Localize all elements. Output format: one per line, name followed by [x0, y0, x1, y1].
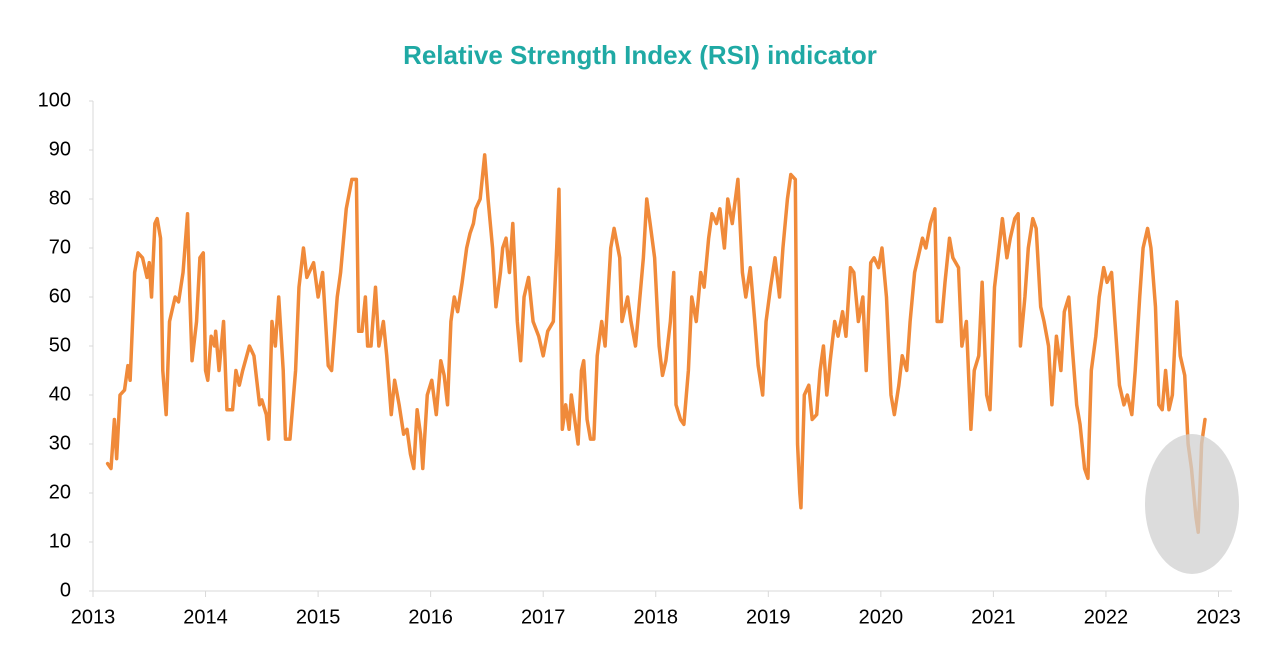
y-tick-label: 90: [49, 138, 71, 160]
x-tick-label: 2019: [746, 606, 791, 628]
y-tick-label: 20: [49, 481, 71, 503]
x-tick-label: 2013: [71, 606, 116, 628]
y-tick-label: 0: [60, 579, 71, 601]
x-tick-label: 2016: [408, 606, 453, 628]
y-tick-label: 30: [49, 432, 71, 454]
x-tick-label: 2022: [1084, 606, 1129, 628]
x-tick-label: 2021: [971, 606, 1016, 628]
y-tick-label: 80: [49, 187, 71, 209]
y-tick-label: 10: [49, 530, 71, 552]
x-tick-label: 2014: [183, 606, 228, 628]
x-tick-label: 2018: [633, 606, 678, 628]
x-tick-label: 2015: [296, 606, 341, 628]
y-tick-label: 50: [49, 334, 71, 356]
y-tick-label: 40: [49, 383, 71, 405]
chart-title: Relative Strength Index (RSI) indicator: [403, 40, 877, 70]
y-tick-label: 70: [49, 236, 71, 258]
y-tick-label: 100: [38, 89, 71, 111]
highlight-circle: [1145, 434, 1239, 574]
axes: 0 10 20 30 40 50 60 70 80 90 100 2013 2014 2015 2016 20…: [38, 89, 1241, 628]
plot-area: [105, 153, 1207, 534]
x-tick-label: 2023: [1196, 606, 1241, 628]
x-tick-label: 2020: [859, 606, 904, 628]
rsi-line: [105, 153, 1207, 534]
y-tick-label: 60: [49, 285, 71, 307]
x-tick-label: 2017: [521, 606, 566, 628]
